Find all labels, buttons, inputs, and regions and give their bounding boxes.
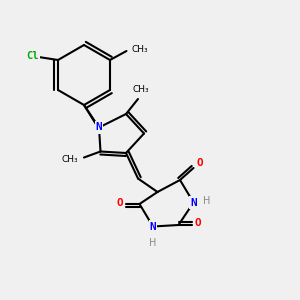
- Text: N: N: [96, 122, 102, 133]
- Text: CH₃: CH₃: [132, 45, 148, 54]
- Text: H: H: [202, 196, 210, 206]
- Text: CH₃: CH₃: [133, 85, 149, 94]
- Text: O: O: [196, 158, 203, 169]
- Text: N: N: [190, 197, 197, 208]
- Text: CH₃: CH₃: [61, 154, 78, 164]
- Text: Cl: Cl: [26, 51, 39, 62]
- Text: O: O: [195, 218, 201, 229]
- Text: N: N: [150, 221, 156, 232]
- Text: O: O: [117, 197, 123, 208]
- Text: H: H: [149, 238, 157, 248]
